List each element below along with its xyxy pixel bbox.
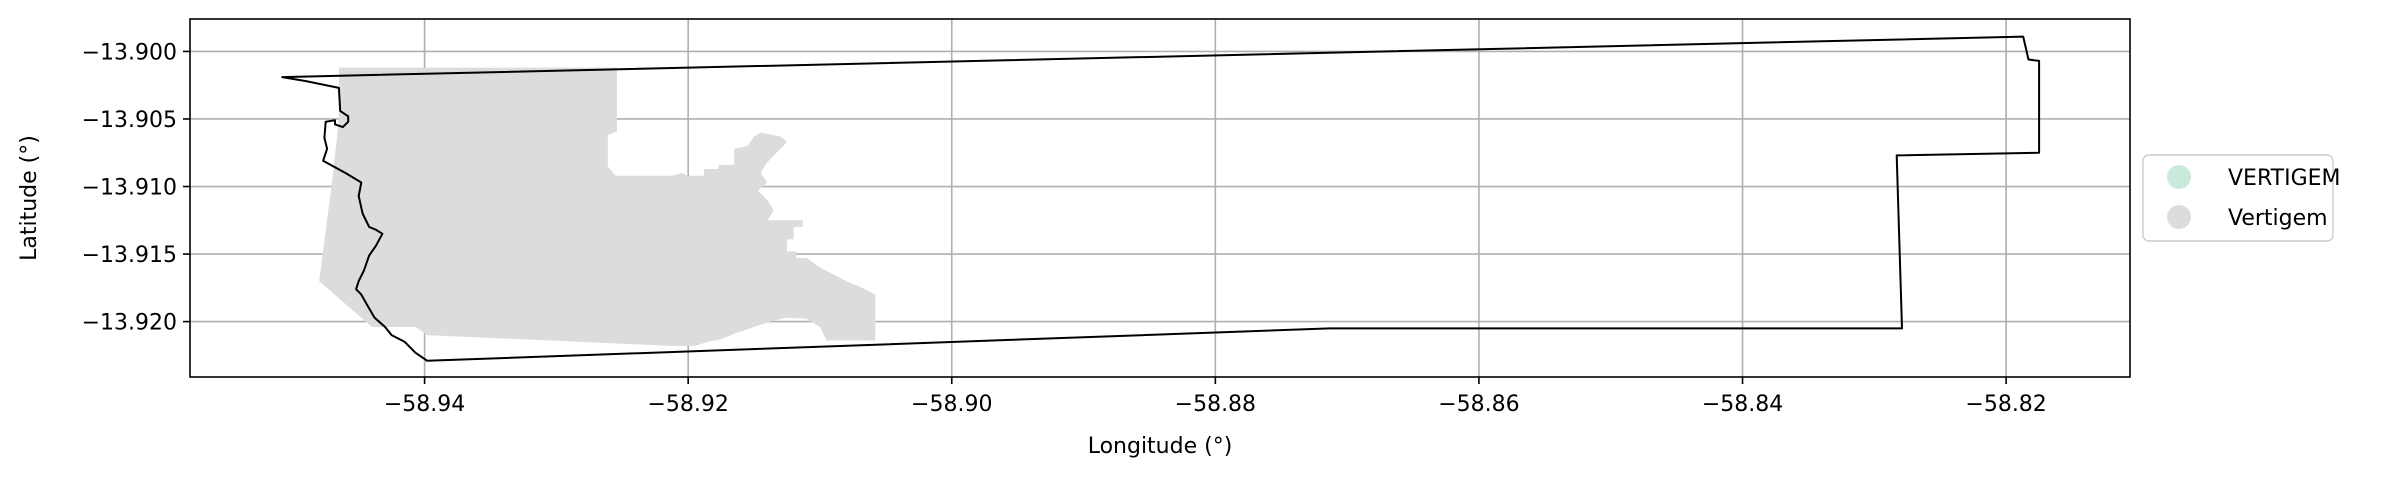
x-tick-label: −58.90: [911, 392, 992, 417]
legend-marker-vertigem-upper: [2167, 165, 2191, 189]
plot-area: −58.94 −58.92 −58.90 −58.88 −58.86 −58.84 −58.…: [82, 19, 2130, 417]
y-tick-label: −13.905: [82, 108, 177, 133]
y-axis-label: Latitude (°): [17, 135, 42, 261]
legend: VERTIGEM Vertigem: [2143, 155, 2341, 241]
x-axis-label: Longitude (°): [1088, 434, 1233, 459]
y-tick-label: −13.900: [82, 40, 177, 65]
legend-label-vertigem-upper: VERTIGEM: [2228, 166, 2341, 191]
y-tick-label: −13.920: [82, 311, 177, 336]
x-tick-label: −58.88: [1175, 392, 1256, 417]
x-tick-label: −58.92: [647, 392, 728, 417]
y-tick-label: −13.915: [82, 243, 177, 268]
x-tick-label: −58.86: [1438, 392, 1519, 417]
x-tick-label: −58.94: [384, 392, 465, 417]
x-tick-label: −58.84: [1702, 392, 1783, 417]
y-tick-label: −13.910: [82, 176, 177, 201]
legend-marker-vertigem: [2167, 205, 2191, 229]
x-tick-label: −58.82: [1965, 392, 2046, 417]
legend-label-vertigem: Vertigem: [2228, 206, 2328, 231]
